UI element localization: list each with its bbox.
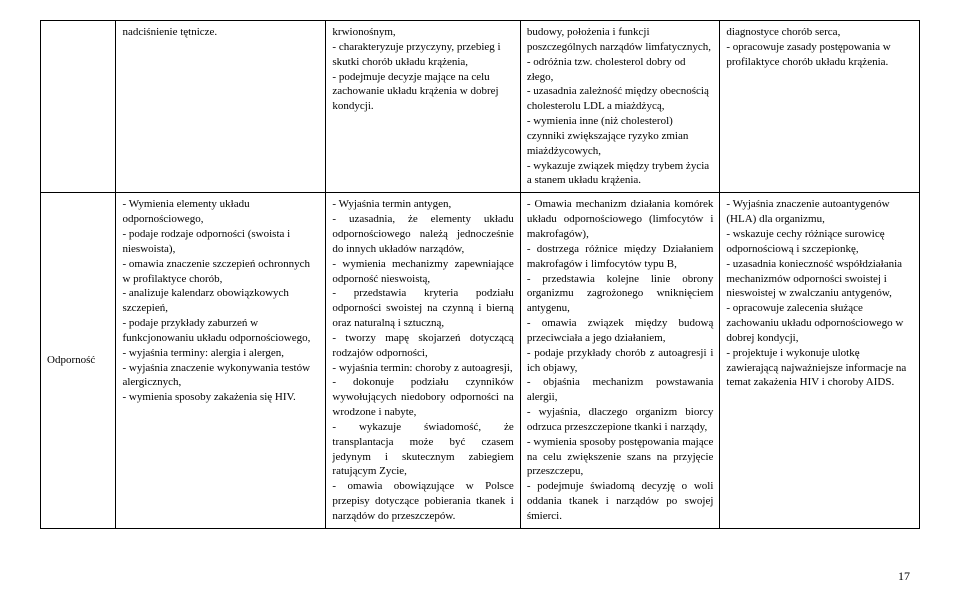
cell: diagnostyce chorób serca,- opracowuje za… — [720, 21, 920, 193]
table-row: Odporność - Wymienia elementy układu odp… — [41, 193, 920, 529]
table-row: nadciśnienie tętnicze. krwionośnym,- cha… — [41, 21, 920, 193]
cell: nadciśnienie tętnicze. — [116, 21, 326, 193]
cell: - Wymienia elementy układu odpornościowe… — [116, 193, 326, 529]
row-label — [41, 21, 116, 193]
cell: budowy, położenia i funkcji poszczególny… — [520, 21, 720, 193]
cell: - Wyjaśnia znaczenie autoantygenów (HLA)… — [720, 193, 920, 529]
page-number: 17 — [40, 569, 920, 584]
cell: - Omawia mechanizm działania komórek ukł… — [520, 193, 720, 529]
row-label: Odporność — [41, 193, 116, 529]
cell: - Wyjaśnia termin antygen,- uzasadnia, ż… — [326, 193, 520, 529]
cell: krwionośnym,- charakteryzuje przyczyny, … — [326, 21, 520, 193]
curriculum-table: nadciśnienie tętnicze. krwionośnym,- cha… — [40, 20, 920, 529]
